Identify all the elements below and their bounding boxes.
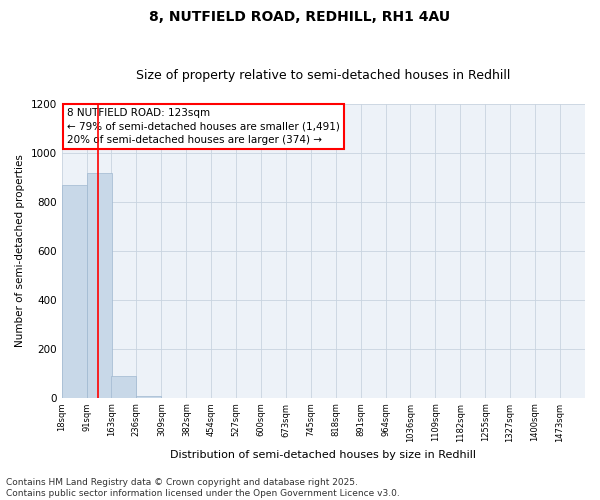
- Title: Size of property relative to semi-detached houses in Redhill: Size of property relative to semi-detach…: [136, 69, 511, 82]
- Bar: [86, 172, 112, 398]
- X-axis label: Distribution of semi-detached houses by size in Redhill: Distribution of semi-detached houses by …: [170, 450, 476, 460]
- Text: Contains HM Land Registry data © Crown copyright and database right 2025.
Contai: Contains HM Land Registry data © Crown c…: [6, 478, 400, 498]
- Bar: [136, 396, 161, 398]
- Text: 8, NUTFIELD ROAD, REDHILL, RH1 4AU: 8, NUTFIELD ROAD, REDHILL, RH1 4AU: [149, 10, 451, 24]
- Y-axis label: Number of semi-detached properties: Number of semi-detached properties: [15, 154, 25, 348]
- Bar: [62, 185, 86, 398]
- Text: 8 NUTFIELD ROAD: 123sqm
← 79% of semi-detached houses are smaller (1,491)
20% of: 8 NUTFIELD ROAD: 123sqm ← 79% of semi-de…: [67, 108, 340, 145]
- Bar: [112, 376, 136, 398]
